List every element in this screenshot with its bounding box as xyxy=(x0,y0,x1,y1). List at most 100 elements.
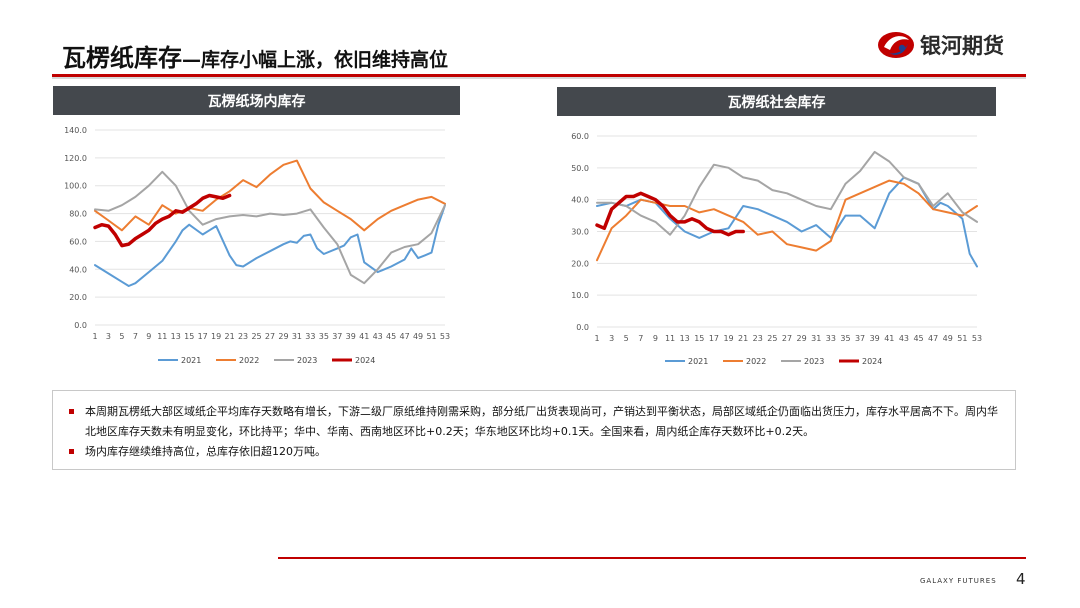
page-title-main: 瓦楞纸库存 xyxy=(62,44,182,72)
brand-name: 银河期货 xyxy=(920,34,1004,58)
x-tick-label: 13 xyxy=(171,332,181,341)
y-tick-label: 60.0 xyxy=(69,237,87,246)
x-tick-label: 45 xyxy=(913,334,923,343)
x-tick-label: 11 xyxy=(665,334,675,343)
y-tick-label: 0.0 xyxy=(576,323,589,332)
chart-2-title: 瓦楞纸社会库存 xyxy=(557,87,996,116)
header-divider-red xyxy=(52,74,1026,77)
legend-label: 2021 xyxy=(688,357,708,366)
x-tick-label: 25 xyxy=(251,332,261,341)
legend-label: 2023 xyxy=(297,356,317,365)
x-tick-label: 41 xyxy=(359,332,369,341)
header-divider-gray xyxy=(52,77,1026,79)
x-tick-label: 15 xyxy=(694,334,704,343)
note-text: 本周期瓦楞纸大部区域纸企平均库存天数略有增长，下游二级厂原纸维持刚需采购，部分纸… xyxy=(85,405,998,438)
x-tick-label: 53 xyxy=(440,332,450,341)
series-line-2024 xyxy=(93,193,232,248)
legend-label: 2021 xyxy=(181,356,201,365)
footer-brand: GALAXY FUTURES xyxy=(920,577,997,585)
x-tick-label: 11 xyxy=(157,332,167,341)
x-tick-label: 9 xyxy=(146,332,151,341)
x-tick-label: 21 xyxy=(738,334,748,343)
x-tick-label: 9 xyxy=(653,334,658,343)
legend-label: 2023 xyxy=(804,357,824,366)
x-tick-label: 1 xyxy=(594,334,599,343)
x-tick-label: 7 xyxy=(133,332,138,341)
x-tick-label: 39 xyxy=(870,334,880,343)
x-tick-label: 47 xyxy=(400,332,410,341)
y-tick-label: 120.0 xyxy=(64,154,87,163)
x-tick-label: 41 xyxy=(884,334,894,343)
x-tick-label: 13 xyxy=(680,334,690,343)
series-line-2023 xyxy=(94,170,446,285)
y-tick-label: 30.0 xyxy=(571,228,589,237)
y-tick-label: 100.0 xyxy=(64,182,87,191)
x-tick-label: 53 xyxy=(972,334,982,343)
bullet-square-icon xyxy=(69,449,74,454)
x-tick-label: 37 xyxy=(855,334,865,343)
y-tick-label: 60.0 xyxy=(571,132,589,141)
legend-label: 2022 xyxy=(746,357,766,366)
x-tick-label: 1 xyxy=(92,332,97,341)
x-tick-label: 17 xyxy=(198,332,208,341)
y-tick-label: 140.0 xyxy=(64,126,87,135)
galaxy-logo-icon xyxy=(878,32,914,58)
footer-divider xyxy=(278,557,1026,559)
x-tick-label: 29 xyxy=(797,334,807,343)
x-tick-label: 51 xyxy=(426,332,436,341)
x-tick-label: 5 xyxy=(624,334,629,343)
page-number: 4 xyxy=(1016,570,1026,588)
legend-label: 2024 xyxy=(862,357,882,366)
x-tick-label: 3 xyxy=(106,332,111,341)
x-tick-label: 37 xyxy=(332,332,342,341)
x-tick-label: 43 xyxy=(373,332,383,341)
x-tick-label: 23 xyxy=(753,334,763,343)
x-tick-label: 21 xyxy=(225,332,235,341)
bullet-square-icon xyxy=(69,409,74,414)
y-tick-label: 20.0 xyxy=(69,293,87,302)
series-line-2021 xyxy=(596,176,978,268)
x-tick-label: 17 xyxy=(709,334,719,343)
y-tick-label: 40.0 xyxy=(69,265,87,274)
x-tick-label: 23 xyxy=(238,332,248,341)
x-tick-label: 5 xyxy=(119,332,124,341)
legend-label: 2024 xyxy=(355,356,375,365)
x-tick-label: 31 xyxy=(811,334,821,343)
x-tick-label: 19 xyxy=(723,334,733,343)
x-tick-label: 19 xyxy=(211,332,221,341)
series-line-2024 xyxy=(595,191,745,237)
y-tick-label: 50.0 xyxy=(571,164,589,173)
legend-label: 2022 xyxy=(239,356,259,365)
chart-2-plot: 0.0 10.0 20.0 30.0 40.0 50.0 60.0 1 3 5 7 9 11 13 15 17… xyxy=(571,132,982,366)
series-line-2021 xyxy=(94,204,446,287)
brand-logo: 银河期货 xyxy=(876,28,1004,62)
x-tick-label: 27 xyxy=(265,332,275,341)
x-tick-label: 33 xyxy=(826,334,836,343)
x-tick-label: 29 xyxy=(278,332,288,341)
x-tick-label: 49 xyxy=(413,332,423,341)
page-title: 瓦楞纸库存—库存小幅上涨，依旧维持高位 xyxy=(62,38,448,73)
note-text: 场内库存继续维持高位，总库存依旧超120万吨。 xyxy=(85,445,326,458)
x-tick-label: 35 xyxy=(840,334,850,343)
x-tick-label: 47 xyxy=(928,334,938,343)
x-tick-label: 39 xyxy=(346,332,356,341)
x-tick-label: 7 xyxy=(638,334,643,343)
y-tick-label: 10.0 xyxy=(571,291,589,300)
chart-1-title: 瓦楞纸场内库存 xyxy=(53,86,460,115)
y-tick-label: 0.0 xyxy=(74,321,87,330)
series-line-2023 xyxy=(596,150,978,236)
x-tick-label: 25 xyxy=(767,334,777,343)
series-line-2022 xyxy=(94,159,446,232)
note-item: 本周期瓦楞纸大部区域纸企平均库存天数略有增长，下游二级厂原纸维持刚需采购，部分纸… xyxy=(65,402,1003,442)
y-tick-label: 40.0 xyxy=(571,196,589,205)
note-item: 场内库存继续维持高位，总库存依旧超120万吨。 xyxy=(65,442,1003,462)
x-tick-label: 43 xyxy=(899,334,909,343)
x-tick-label: 45 xyxy=(386,332,396,341)
y-tick-label: 20.0 xyxy=(571,259,589,268)
y-tick-label: 80.0 xyxy=(69,210,87,219)
x-tick-label: 51 xyxy=(957,334,967,343)
x-tick-label: 15 xyxy=(184,332,194,341)
x-tick-label: 27 xyxy=(782,334,792,343)
x-tick-label: 31 xyxy=(292,332,302,341)
